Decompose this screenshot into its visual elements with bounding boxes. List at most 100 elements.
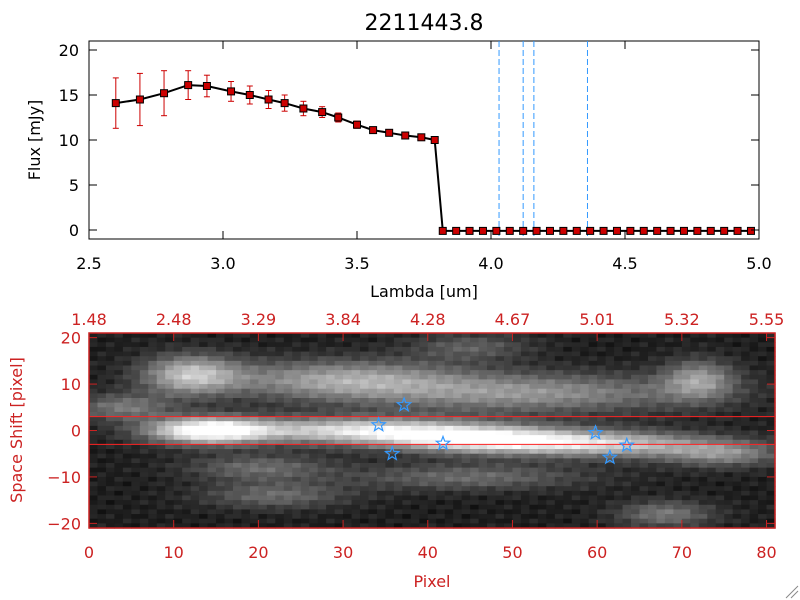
heatmap-cell [487, 481, 497, 487]
heatmap-cell [410, 411, 420, 418]
heatmap-cell [89, 421, 99, 427]
heatmap-cell [715, 407, 725, 413]
heatmap-cell [614, 351, 624, 357]
heatmap-cell [673, 509, 683, 515]
heatmap-cell [292, 476, 302, 483]
resize-grip-icon[interactable] [785, 585, 799, 599]
heatmap-cell [537, 333, 547, 339]
heatmap-cell [631, 449, 641, 455]
heatmap-cell [520, 370, 530, 376]
heatmap-cell [512, 514, 522, 520]
heatmap-cell [631, 393, 641, 399]
heatmap-cell [461, 444, 471, 450]
heatmap-cell [385, 393, 395, 399]
heatmap-cell [376, 439, 387, 446]
heatmap-cell [580, 439, 590, 446]
heatmap-cell [148, 421, 158, 427]
heatmap-cell [241, 337, 251, 343]
heatmap-cell [122, 500, 132, 506]
heatmap-cell [97, 342, 107, 348]
wavelength-tick-label: 3.29 [241, 310, 277, 329]
heatmap-cell [614, 453, 624, 459]
heatmap-cell [385, 337, 395, 343]
heatmap-cell [554, 388, 564, 394]
heatmap-cell [766, 346, 776, 353]
heatmap-cell [758, 453, 768, 459]
star-marker-icon [601, 448, 619, 465]
heatmap-cell [309, 518, 319, 524]
heatmap-cell [529, 444, 539, 450]
heatmap-cell [571, 444, 581, 450]
heatmap-cell [588, 411, 598, 418]
heatmap-cell [148, 430, 158, 436]
heatmap-cell [258, 379, 268, 385]
y-tick-label: 0 [69, 221, 79, 240]
heatmap-cell [275, 486, 285, 492]
heatmap-cell [156, 398, 166, 404]
heatmap-cell [673, 458, 683, 464]
heatmap-cell [105, 476, 116, 483]
heatmap-cell [122, 514, 132, 520]
heatmap-cell [766, 384, 776, 390]
heatmap-cell [631, 430, 641, 436]
heatmap-cell [724, 444, 734, 450]
heatmap-cell [588, 374, 598, 381]
heatmap-cell [444, 509, 454, 515]
heatmap-cell [766, 421, 776, 427]
heatmap-cell [512, 481, 522, 487]
heatmap-cell [588, 425, 598, 432]
heatmap-cell [605, 444, 615, 450]
heatmap-cell [520, 504, 530, 511]
heatmap-cell [173, 481, 183, 487]
heatmap-cell [385, 518, 395, 524]
heatmap-cell [292, 467, 302, 473]
heatmap-cell [148, 518, 158, 524]
heatmap-cell [470, 514, 480, 520]
heatmap-cell [724, 337, 734, 343]
heatmap-cell [622, 500, 632, 506]
heatmap-cell [766, 360, 776, 367]
heatmap-cell [724, 333, 734, 339]
heatmap-cell [461, 425, 471, 432]
heatmap-cell [749, 435, 759, 441]
heatmap-cell [681, 393, 691, 399]
heatmap-cell [563, 360, 573, 367]
heatmap-cell [207, 402, 217, 408]
heatmap-cell [741, 411, 751, 418]
heatmap-cell [749, 402, 759, 408]
heatmap-cell [690, 504, 700, 511]
heatmap-cell [444, 346, 454, 353]
heatmap-cell [732, 504, 742, 511]
heatmap-cell [597, 500, 607, 506]
heatmap-cell [758, 518, 768, 524]
heatmap-cell [165, 514, 175, 520]
heatmap-cell [681, 463, 691, 469]
heatmap-cell [546, 509, 556, 515]
heatmap-cell [487, 449, 497, 455]
heatmap-cell [241, 393, 251, 399]
heatmap-cell [393, 388, 403, 394]
heatmap-cell [131, 514, 141, 520]
heatmap-cell [165, 365, 175, 371]
heatmap-cell [664, 411, 674, 418]
heatmap-cell [275, 416, 285, 422]
heatmap-cell [122, 453, 132, 459]
heatmap-cell [698, 439, 708, 446]
heatmap-cell [732, 379, 742, 385]
heatmap-cell [334, 374, 344, 381]
heatmap-cell [427, 342, 437, 348]
heatmap-cell [664, 360, 674, 367]
heatmap-cell [232, 458, 243, 464]
heatmap-cell [351, 514, 361, 520]
star-marker-icon [618, 436, 636, 453]
heatmap-cell [199, 509, 209, 515]
heatmap-cell [520, 430, 530, 436]
heatmap-cell [495, 407, 505, 413]
heatmap-cell [199, 449, 209, 455]
heatmap-cell [631, 435, 641, 441]
heatmap-cell [207, 393, 217, 399]
heatmap-cell [376, 425, 387, 432]
pixel-tick-label: 30 [333, 543, 353, 562]
heatmap-cell [647, 439, 658, 446]
